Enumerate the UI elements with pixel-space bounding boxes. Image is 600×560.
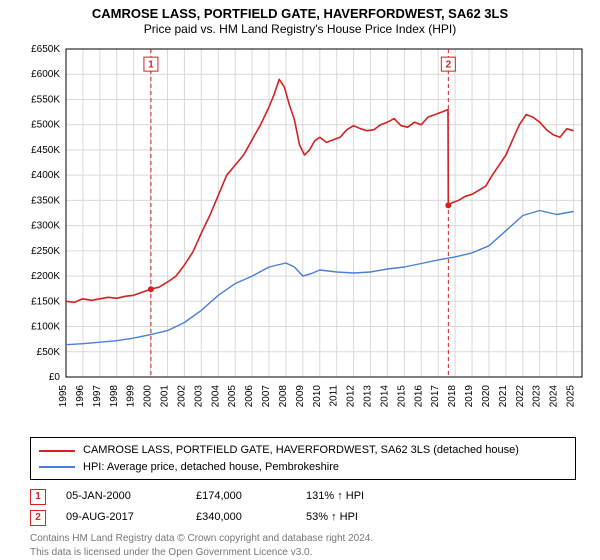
svg-text:£150K: £150K	[31, 297, 60, 308]
svg-text:1995: 1995	[58, 385, 69, 408]
svg-text:2008: 2008	[278, 385, 289, 408]
svg-text:2003: 2003	[193, 385, 204, 408]
svg-text:2004: 2004	[210, 385, 221, 408]
svg-text:2006: 2006	[244, 385, 255, 408]
svg-text:2002: 2002	[176, 385, 187, 408]
svg-text:2000: 2000	[143, 385, 154, 408]
event-table: 1 05-JAN-2000 £174,000 131% ↑ HPI 2 09-A…	[30, 486, 576, 528]
svg-text:2016: 2016	[413, 385, 424, 408]
svg-text:2007: 2007	[261, 385, 272, 408]
svg-text:£650K: £650K	[31, 44, 60, 55]
svg-text:£400K: £400K	[31, 170, 60, 181]
svg-text:2020: 2020	[481, 385, 492, 408]
svg-text:2021: 2021	[498, 385, 509, 408]
svg-text:£300K: £300K	[31, 221, 60, 232]
svg-text:2009: 2009	[295, 385, 306, 408]
event-marker-1: 1	[30, 489, 46, 505]
svg-text:2013: 2013	[363, 385, 374, 408]
svg-text:1996: 1996	[75, 385, 86, 408]
svg-text:1: 1	[148, 60, 154, 71]
svg-text:2010: 2010	[312, 385, 323, 408]
legend-label-property: CAMROSE LASS, PORTFIELD GATE, HAVERFORDW…	[83, 442, 519, 459]
price-chart: £0 £50K £100K £150K £200K £250K £300K £350K £400…	[10, 41, 590, 433]
chart-title-line1: CAMROSE LASS, PORTFIELD GATE, HAVERFORDW…	[10, 6, 590, 22]
svg-text:£450K: £450K	[31, 145, 60, 156]
legend: CAMROSE LASS, PORTFIELD GATE, HAVERFORDW…	[30, 437, 576, 480]
svg-text:2025: 2025	[566, 385, 577, 408]
svg-text:£600K: £600K	[31, 69, 60, 80]
svg-text:2018: 2018	[447, 385, 458, 408]
svg-text:2023: 2023	[532, 385, 543, 408]
svg-text:1999: 1999	[126, 385, 137, 408]
attribution-line2: This data is licensed under the Open Gov…	[30, 546, 576, 560]
svg-text:£0: £0	[49, 372, 61, 383]
svg-text:2022: 2022	[515, 385, 526, 408]
event-marker-2: 2	[30, 510, 46, 526]
event-date-2: 09-AUG-2017	[66, 507, 176, 528]
event-date-1: 05-JAN-2000	[66, 486, 176, 507]
svg-text:2024: 2024	[549, 385, 560, 408]
svg-text:£350K: £350K	[31, 196, 60, 207]
svg-text:2: 2	[446, 60, 452, 71]
svg-text:2017: 2017	[430, 385, 441, 408]
svg-text:2005: 2005	[227, 385, 238, 408]
legend-swatch-property	[39, 450, 75, 452]
event-row-1: 1 05-JAN-2000 £174,000 131% ↑ HPI	[30, 486, 576, 507]
svg-text:£250K: £250K	[31, 246, 60, 257]
legend-label-hpi: HPI: Average price, detached house, Pemb…	[83, 459, 339, 476]
svg-text:£200K: £200K	[31, 271, 60, 282]
svg-text:£500K: £500K	[31, 120, 60, 131]
event-pct-2: 53% ↑ HPI	[306, 507, 358, 528]
legend-row-hpi: HPI: Average price, detached house, Pemb…	[39, 459, 567, 476]
svg-text:2014: 2014	[379, 385, 390, 408]
legend-row-property: CAMROSE LASS, PORTFIELD GATE, HAVERFORDW…	[39, 442, 567, 459]
event-pct-1: 131% ↑ HPI	[306, 486, 364, 507]
legend-swatch-hpi	[39, 466, 75, 468]
svg-text:2001: 2001	[160, 385, 171, 408]
svg-text:2019: 2019	[464, 385, 475, 408]
svg-text:£550K: £550K	[31, 95, 60, 106]
svg-text:1997: 1997	[92, 385, 103, 408]
chart-svg: £0 £50K £100K £150K £200K £250K £300K £350K £400…	[10, 41, 590, 433]
svg-text:2011: 2011	[329, 385, 340, 407]
event-row-2: 2 09-AUG-2017 £340,000 53% ↑ HPI	[30, 507, 576, 528]
attribution: Contains HM Land Registry data © Crown c…	[30, 532, 576, 559]
svg-text:£50K: £50K	[37, 347, 61, 358]
event-price-1: £174,000	[196, 486, 286, 507]
event-price-2: £340,000	[196, 507, 286, 528]
attribution-line1: Contains HM Land Registry data © Crown c…	[30, 532, 576, 546]
chart-title-line2: Price paid vs. HM Land Registry's House …	[10, 22, 590, 37]
svg-text:1998: 1998	[109, 385, 120, 408]
svg-text:2012: 2012	[346, 385, 357, 408]
svg-text:2015: 2015	[396, 385, 407, 408]
svg-text:£100K: £100K	[31, 322, 60, 333]
